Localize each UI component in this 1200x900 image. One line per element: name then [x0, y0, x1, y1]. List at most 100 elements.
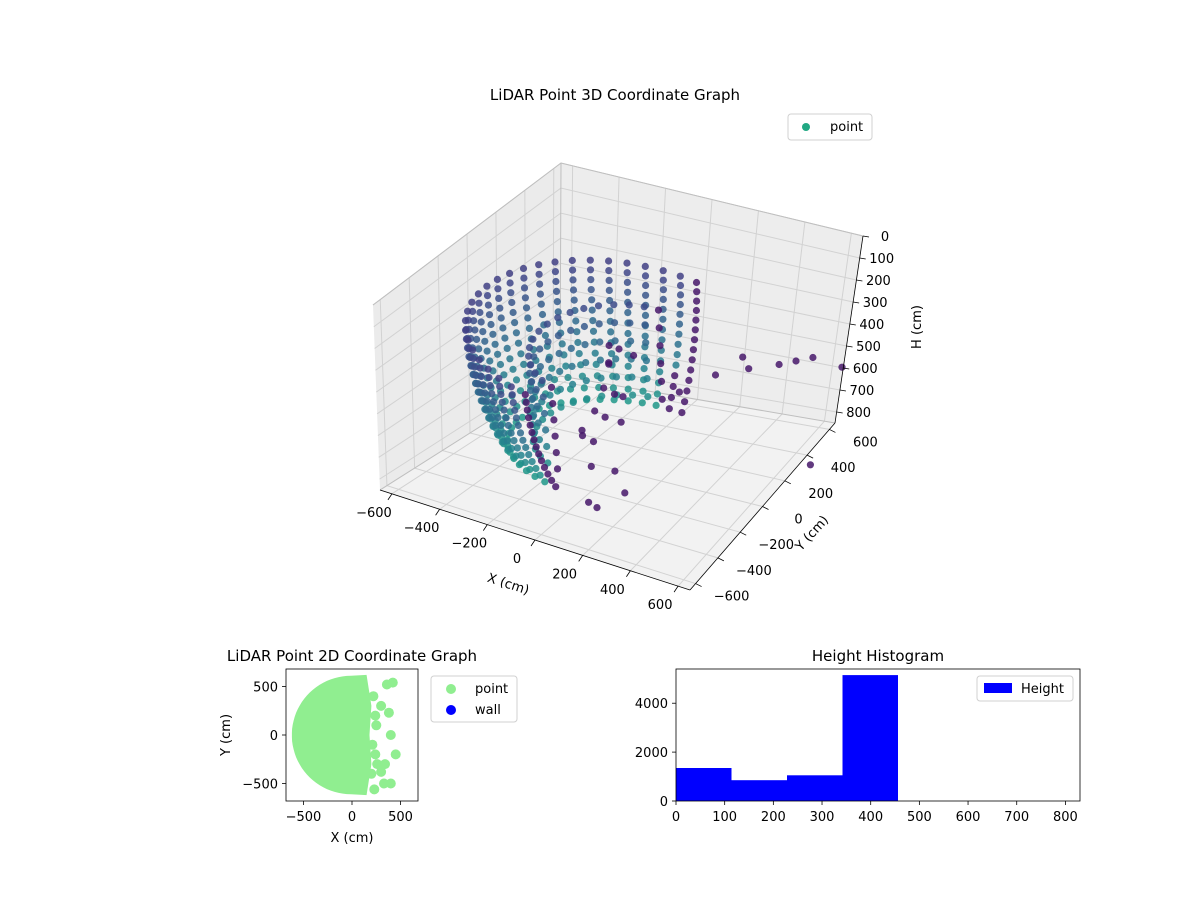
x-tick-label-histogram: 800	[1053, 810, 1078, 825]
point-3d	[532, 464, 540, 473]
histogram-bar	[842, 675, 898, 801]
point-3d	[522, 443, 530, 452]
point-3d	[540, 409, 549, 418]
point-3d	[552, 483, 560, 491]
point-3d	[623, 278, 632, 286]
point-3d	[506, 279, 514, 287]
axes-frame-histogram	[675, 668, 1081, 802]
point-3d	[658, 395, 666, 403]
y-tick-label-2d: 0	[270, 729, 278, 744]
legend-point-label: point	[830, 120, 863, 135]
h-tick-label-3d: 500	[856, 340, 881, 355]
point-3d	[502, 414, 510, 422]
point-3d	[606, 307, 614, 315]
point-3d	[569, 286, 578, 294]
point-3d	[674, 340, 682, 348]
point-3d	[569, 398, 577, 406]
point-3d	[512, 376, 521, 384]
point-3d	[542, 426, 550, 434]
point-3d	[639, 387, 647, 395]
chart-histogram: Height Histogram 0 100 200 300 400 500 600 700 8…	[635, 647, 1081, 825]
point-3d	[551, 432, 559, 440]
point-3d	[528, 378, 536, 386]
point-3d	[536, 363, 545, 371]
point-3d	[507, 289, 515, 297]
point-3d	[641, 311, 650, 319]
point-3d	[501, 334, 509, 342]
point-3d	[556, 385, 565, 393]
y-tick-label-3d: 200	[808, 487, 833, 502]
h-tick-label-3d: 600	[853, 362, 878, 377]
point-3d	[688, 356, 696, 364]
point-3d	[619, 393, 627, 401]
point-3d	[548, 364, 556, 372]
point-3d	[659, 276, 667, 284]
y-tick-label-histogram: 2000	[635, 746, 668, 761]
point-region-2d	[291, 674, 372, 796]
x-tick-label-3d: 400	[600, 583, 625, 598]
point-3d	[475, 356, 483, 364]
point-3d	[546, 391, 554, 399]
point-3d	[689, 346, 698, 354]
point-3d	[623, 259, 631, 267]
point-3d	[497, 314, 505, 322]
point-3d	[503, 437, 512, 445]
point-3d	[506, 355, 514, 363]
point-3d	[544, 470, 552, 478]
point-3d	[479, 381, 487, 389]
y-tick-label-2d: 500	[253, 680, 278, 695]
point-3d	[564, 373, 572, 382]
point-2d	[390, 749, 401, 760]
point-2d	[371, 720, 382, 731]
point-3d	[659, 267, 667, 275]
point-3d	[643, 375, 651, 383]
point-3d	[494, 414, 502, 422]
point-3d	[641, 272, 650, 280]
point-3d	[608, 350, 616, 358]
point-3d	[461, 317, 470, 325]
point-3d	[532, 443, 540, 451]
point-3d	[600, 384, 608, 392]
point-3d	[483, 397, 491, 405]
point-3d	[524, 314, 532, 322]
point-3d	[653, 390, 662, 398]
point-3d	[593, 504, 601, 512]
point-3d	[676, 291, 685, 299]
point-3d	[594, 302, 603, 310]
x-tick-label-histogram: 400	[858, 810, 883, 825]
point-3d	[525, 451, 533, 459]
point-3d	[525, 344, 534, 352]
point-3d	[569, 276, 577, 284]
point-3d	[516, 387, 525, 395]
point-3d	[573, 328, 581, 336]
legend-height-label: Height	[1021, 682, 1064, 697]
point-3d	[504, 421, 512, 430]
point-3d	[525, 324, 534, 332]
point-3d	[507, 383, 515, 391]
point-3d	[496, 304, 504, 312]
point-2d	[370, 710, 381, 721]
point-3d	[531, 369, 539, 377]
point-3d	[669, 382, 677, 391]
point-3d	[671, 372, 679, 380]
point-3d	[655, 324, 663, 332]
point-3d	[547, 409, 555, 417]
x-tick-label-histogram: 100	[712, 810, 737, 825]
point-3d	[596, 338, 604, 346]
x-tick-label-3d: −600	[356, 506, 392, 521]
point-3d	[601, 413, 609, 421]
point-3d	[533, 402, 541, 410]
x-axis-label-3d: X (cm)	[485, 571, 531, 599]
point-3d	[675, 388, 684, 396]
point-3d	[470, 317, 478, 325]
point-3d	[676, 300, 684, 309]
point-3d	[641, 332, 649, 340]
y-tick-label-histogram: 4000	[635, 697, 668, 712]
point-3d	[526, 369, 534, 377]
point-3d	[624, 362, 632, 370]
point-3d	[487, 320, 495, 329]
point-3d	[553, 298, 561, 306]
point-3d	[544, 338, 552, 346]
point-3d	[535, 270, 543, 278]
point-3d	[484, 365, 492, 373]
